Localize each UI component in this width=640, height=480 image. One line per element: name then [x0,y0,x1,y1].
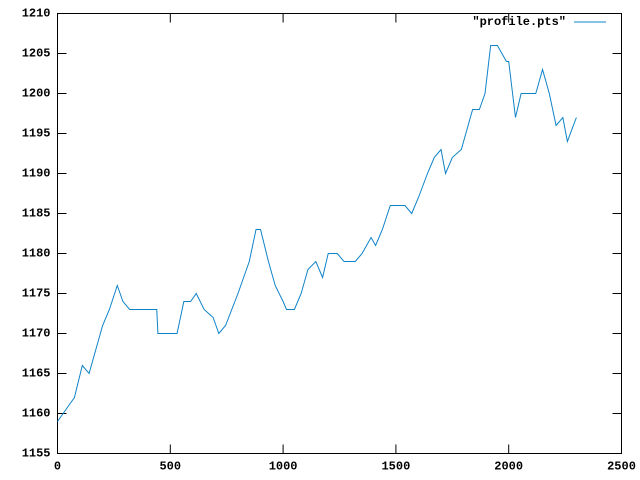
y-tick-label: 1155 [22,447,51,461]
y-tick-label: 1190 [22,167,51,181]
plot-frame [57,13,622,454]
y-tick-label: 1195 [22,127,51,141]
x-tick-label: 0 [54,460,61,474]
x-tick-label: 2000 [494,460,523,474]
x-tick-label: 1000 [269,460,298,474]
x-tick-label: 1500 [381,460,410,474]
y-tick-label: 1160 [22,407,51,421]
y-tick-label: 1200 [22,87,51,101]
x-tick-label: 2500 [607,460,636,474]
data-line [57,45,577,422]
legend-label: "profile.pts" [472,15,566,29]
y-tick-label: 1170 [22,327,51,341]
y-tick-label: 1205 [22,47,51,61]
x-tick-label: 500 [159,460,181,474]
y-tick-label: 1165 [22,367,51,381]
y-tick-label: 1185 [22,207,51,221]
y-tick-label: 1175 [22,287,51,301]
y-tick-label: 1180 [22,247,51,261]
y-tick-label: 1210 [22,7,51,21]
